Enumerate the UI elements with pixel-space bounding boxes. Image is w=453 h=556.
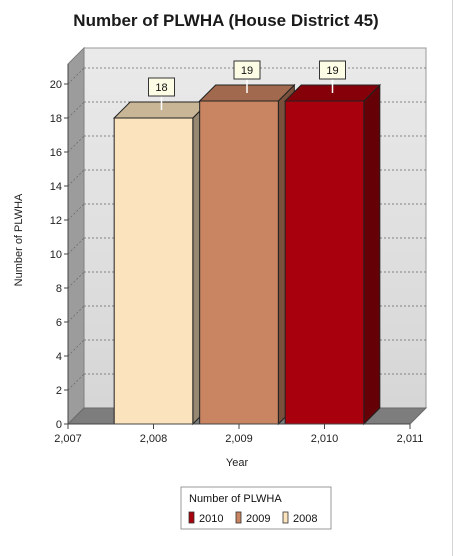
axes bbox=[64, 64, 411, 429]
x-tick-label: 2,009 bbox=[225, 433, 253, 445]
y-tick-label: 10 bbox=[50, 249, 62, 261]
data-label-2010: 19 bbox=[326, 65, 338, 77]
x-axis-ticks: 2,007 2,008 2,009 2,010 2,011 bbox=[54, 433, 423, 445]
legend-title: Number of PLWHA bbox=[189, 493, 282, 505]
x-tick-label: 2,008 bbox=[140, 433, 168, 445]
bar-front bbox=[113, 117, 194, 425]
bar-front bbox=[284, 100, 365, 425]
legend-swatch-2009 bbox=[235, 511, 242, 524]
y-axis-label: Number of PLWHA bbox=[13, 193, 25, 286]
legend-box bbox=[180, 486, 332, 530]
legend-label-2010: 2010 bbox=[199, 513, 223, 525]
bar-2008 bbox=[112, 100, 211, 426]
y-tick-label: 0 bbox=[56, 419, 62, 431]
legend-swatch-2008 bbox=[282, 511, 289, 524]
y-tick-label: 6 bbox=[56, 317, 62, 329]
x-tick-label: 2,011 bbox=[397, 433, 424, 445]
x-axis-label: Year bbox=[226, 457, 249, 469]
y-axis-ticks: 0 2 4 6 8 10 12 14 16 18 20 bbox=[50, 79, 62, 431]
data-label-2009: 19 bbox=[241, 65, 253, 77]
bar-side bbox=[363, 83, 381, 426]
legend-label-2009: 2009 bbox=[246, 513, 270, 525]
chart-title: Number of PLWHA (House District 45) bbox=[73, 11, 378, 30]
bar-2010 bbox=[283, 83, 382, 426]
left-wall bbox=[67, 46, 85, 426]
y-tick-label: 4 bbox=[56, 351, 62, 363]
y-tick-label: 12 bbox=[50, 215, 62, 227]
legend: Number of PLWHA 2010 2009 2008 bbox=[180, 486, 332, 530]
x-tick-label: 2,007 bbox=[54, 433, 82, 445]
legend-entries: 2010 2009 2008 bbox=[188, 511, 317, 525]
data-labels: 18 19 19 bbox=[148, 60, 346, 110]
x-tick-label: 2,010 bbox=[311, 433, 339, 445]
y-tick-label: 2 bbox=[56, 385, 62, 397]
data-label-box bbox=[148, 77, 175, 97]
bar-front bbox=[199, 100, 279, 425]
y-tick-label: 16 bbox=[50, 147, 62, 159]
y-tick-label: 14 bbox=[50, 181, 62, 193]
y-tick-label: 8 bbox=[56, 283, 62, 295]
data-label-box bbox=[233, 60, 261, 80]
legend-label-2008: 2008 bbox=[293, 513, 317, 525]
legend-swatch-2010 bbox=[188, 511, 195, 524]
bars bbox=[112, 83, 382, 426]
bar-2009 bbox=[198, 83, 296, 426]
y-tick-label: 20 bbox=[50, 79, 62, 91]
data-label-box bbox=[319, 60, 346, 80]
data-label-2008: 18 bbox=[155, 82, 167, 94]
y-tick-label: 18 bbox=[50, 113, 62, 125]
